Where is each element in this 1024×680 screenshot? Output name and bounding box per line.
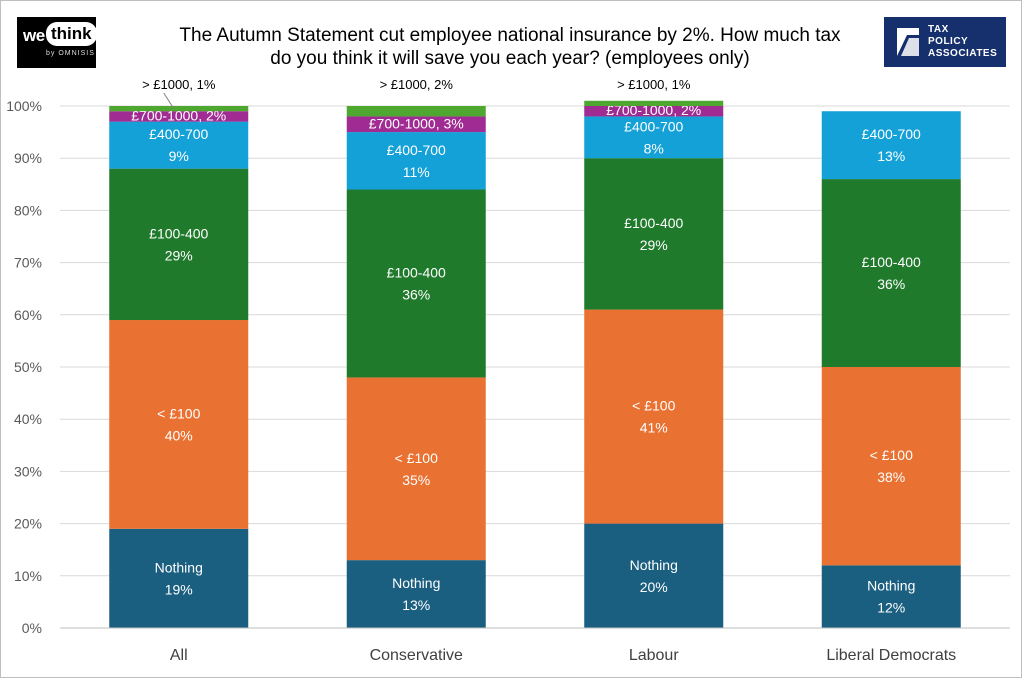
bar-segment-conservative-700-1000 [346, 116, 486, 133]
data-label-liberal-democrats-100-name: < £100 [870, 447, 913, 463]
data-label-all-100-value: 40% [165, 427, 193, 443]
data-label-labour-100-400-value: 29% [640, 237, 668, 253]
data-label-liberal-democrats-nothing-name: Nothing [867, 578, 915, 594]
bar-segment-conservative-400-700 [346, 132, 486, 190]
bar-segment-conservative-1000 [346, 106, 486, 117]
y-tick-label-0: 0% [22, 620, 42, 636]
tpa-logo-line-1: TAX [928, 24, 949, 35]
bar-segment-all-nothing [109, 528, 249, 628]
bar-segment-all-100-400 [109, 168, 249, 321]
data-label-liberal-democrats-400-700-value: 13% [877, 148, 905, 164]
y-tick-label-20: 20% [14, 516, 42, 532]
x-axis: All Conservative Labour Liberal Democrats [60, 627, 1010, 664]
bar-segment-all-1000 [109, 106, 249, 112]
leader-line-all-1000 [163, 92, 175, 109]
x-tick-label-labour: Labour [629, 647, 679, 664]
data-label-liberal-democrats-100-value: 38% [877, 469, 905, 485]
data-label-liberal-democrats-100-400-name: £100-400 [862, 254, 921, 270]
data-label-labour-100-value: 41% [640, 420, 668, 436]
bar-segment-conservative-100-400 [346, 189, 486, 378]
data-label-labour-nothing-value: 20% [640, 579, 668, 595]
data-label-all-nothing-value: 19% [165, 581, 193, 597]
y-tick-label-60: 60% [14, 307, 42, 323]
bar-segment-labour-nothing [584, 523, 724, 628]
data-label-labour-700-1000: £700-1000, 2% [606, 102, 701, 118]
y-tick-label-30: 30% [14, 463, 42, 479]
data-label-labour-100-400-name: £100-400 [624, 215, 683, 231]
bar-segment-liberal-democrats-nothing [821, 565, 961, 628]
data-label-conservative-nothing-value: 13% [402, 597, 430, 613]
chart-title: The Autumn Statement cut employee nation… [130, 24, 890, 70]
bar-segment-conservative-100 [346, 377, 486, 561]
data-label-conservative-100-400-name: £100-400 [387, 264, 446, 280]
data-label-conservative-400-700-value: 11% [403, 164, 430, 180]
wethink-logo-by: by OMNISIS [46, 50, 95, 57]
bar-segment-liberal-democrats-100-400 [821, 179, 961, 367]
data-label-conservative-100-name: < £100 [395, 450, 438, 466]
data-label-labour-100-name: < £100 [632, 398, 675, 414]
bars: Nothing 19% < £100 40% £100-400 29% £400-700 9%… [109, 77, 961, 628]
data-label-all-400-700-name: £400-700 [149, 126, 208, 142]
bar-segment-all-400-700 [109, 121, 249, 169]
bar-segment-labour-1000 [584, 100, 724, 106]
y-axis: 0% 10% 20% 30% 40% 50% 60% 70% 80% 90% 100% [6, 98, 42, 636]
y-tick-label-40: 40% [14, 411, 42, 427]
wethink-logo-we: we [23, 26, 45, 45]
bar-segment-labour-100-400 [584, 158, 724, 310]
y-tick-label-50: 50% [14, 359, 42, 375]
bar-segment-labour-700-1000 [584, 106, 724, 117]
data-label-all-nothing-name: Nothing [155, 559, 203, 575]
data-label-labour-400-700-name: £400-700 [624, 118, 683, 134]
tpa-logo-line-2: POLICY [928, 36, 969, 47]
data-label-liberal-democrats-100-400-value: 36% [877, 276, 905, 292]
y-tick-label-100: 100% [6, 98, 42, 114]
data-label-liberal-democrats-400-700-name: £400-700 [862, 126, 921, 142]
data-label-conservative-1000: > £1000, 2% [380, 77, 454, 92]
data-label-all-100-400-value: 29% [165, 247, 193, 263]
data-label-conservative-nothing-name: Nothing [392, 575, 440, 591]
data-label-labour-400-700-value: 8% [644, 140, 664, 156]
x-tick-label-conservative: Conservative [370, 647, 463, 664]
tax-policy-associates-logo: TAX POLICY ASSOCIATES [884, 17, 1006, 67]
y-tick-label-70: 70% [14, 255, 42, 271]
data-label-all-400-700-value: 9% [169, 148, 189, 164]
bar-segment-labour-400-700 [584, 116, 724, 159]
data-label-all-1000: > £1000, 1% [142, 77, 216, 92]
data-label-labour-1000: > £1000, 1% [617, 77, 691, 92]
data-label-labour-nothing-name: Nothing [630, 557, 678, 573]
wethink-logo: we think by OMNISIS [17, 17, 97, 68]
y-tick-label-90: 90% [14, 150, 42, 166]
data-label-conservative-100-400-value: 36% [402, 286, 430, 302]
data-label-all-100-400-name: £100-400 [149, 225, 208, 241]
x-tick-label-liberal-democrats: Liberal Democrats [826, 647, 956, 664]
bar-segment-liberal-democrats-400-700 [821, 111, 961, 180]
bar-segment-all-100 [109, 320, 249, 529]
tpa-logo-line-3: ASSOCIATES [928, 48, 998, 59]
bar-segment-conservative-nothing [346, 560, 486, 628]
bar-segment-labour-100 [584, 309, 724, 524]
data-label-conservative-700-1000: £700-1000, 3% [369, 115, 464, 131]
data-label-liberal-democrats-nothing-value: 12% [877, 600, 905, 616]
wethink-logo-think: think [46, 22, 97, 46]
tpa-emblem-icon [897, 28, 919, 56]
bar-segment-all-700-1000 [109, 111, 249, 122]
data-label-conservative-400-700-name: £400-700 [387, 142, 446, 158]
tpa-logo-text: TAX POLICY ASSOCIATES [928, 24, 997, 60]
bar-segment-liberal-democrats-100 [821, 367, 961, 566]
y-tick-label-10: 10% [14, 568, 42, 584]
data-label-conservative-100-value: 35% [402, 472, 430, 488]
x-tick-label-all: All [170, 647, 188, 664]
data-label-all-100-name: < £100 [157, 405, 200, 421]
y-tick-label-80: 80% [14, 202, 42, 218]
chart-title-line-1: The Autumn Statement cut employee nation… [179, 25, 841, 46]
chart-title-line-2: do you think it will save you each year?… [270, 48, 750, 69]
data-label-all-700-1000: £700-1000, 2% [131, 107, 226, 123]
